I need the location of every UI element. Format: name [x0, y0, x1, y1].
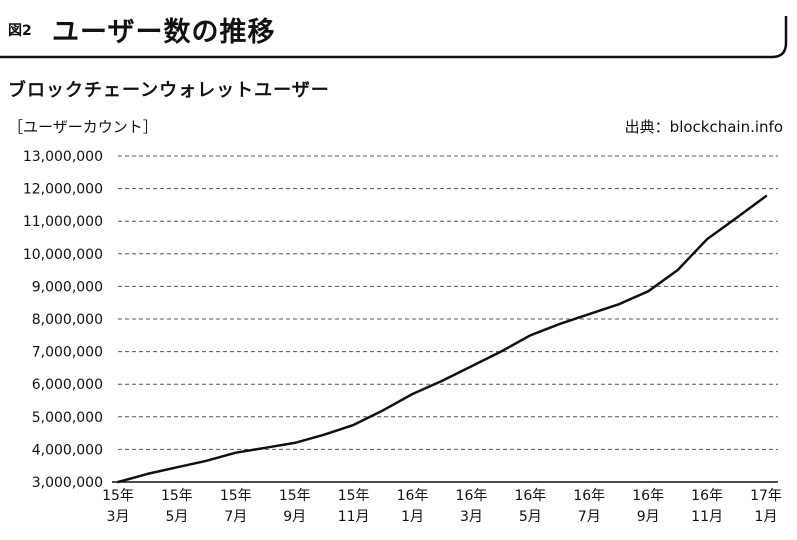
x-tick-label-month: 9月	[283, 509, 306, 525]
x-tick-label-year: 15年	[279, 488, 311, 504]
x-tick-label-month: 3月	[460, 509, 483, 525]
header-rule	[0, 16, 788, 59]
figure-number: 図2	[8, 23, 32, 39]
x-tick-label-month: 9月	[637, 509, 660, 525]
source-label: 出典：blockchain.info	[624, 118, 783, 136]
x-tick-label-month: 11月	[691, 509, 723, 525]
y-tick-label: 13,000,000	[23, 149, 103, 165]
figure-title: ユーザー数の推移	[52, 17, 276, 48]
x-tick-label-year: 15年	[102, 488, 134, 504]
chart-title: ブロックチェーンウォレットユーザー	[8, 80, 330, 101]
x-tick-label-year: 15年	[161, 488, 193, 504]
x-tick-label-year: 15年	[220, 488, 252, 504]
y-tick-label: 11,000,000	[23, 214, 103, 230]
x-tick-label-month: 3月	[107, 509, 130, 525]
x-tick-label-month: 5月	[519, 509, 542, 525]
y-tick-label: 5,000,000	[32, 410, 103, 426]
y-tick-label: 7,000,000	[32, 345, 103, 361]
x-tick-label-year: 16年	[691, 488, 723, 504]
series-line	[116, 194, 768, 484]
x-tick-label-month: 5月	[165, 509, 188, 525]
x-tick-label-year: 16年	[456, 488, 488, 504]
unit-label: ［ユーザーカウント］	[8, 118, 158, 136]
x-tick-label-month: 7月	[578, 509, 601, 525]
x-tick-label-month: 1月	[401, 509, 424, 525]
x-tick-label-year: 16年	[573, 488, 605, 504]
x-tick-label-month: 7月	[224, 509, 247, 525]
x-tick-label-month: 1月	[755, 509, 778, 525]
y-tick-label: 3,000,000	[32, 475, 103, 491]
y-tick-label: 8,000,000	[32, 312, 103, 328]
x-tick-label-year: 16年	[397, 488, 429, 504]
x-tick-label-month: 11月	[338, 509, 370, 525]
figure-header: 図2 ユーザー数の推移	[0, 0, 797, 62]
x-tick-label-year: 16年	[632, 488, 664, 504]
y-tick-label: 6,000,000	[32, 377, 103, 393]
y-tick-label: 9,000,000	[32, 279, 103, 295]
y-tick-label: 4,000,000	[32, 442, 103, 458]
y-tick-label: 12,000,000	[23, 182, 103, 198]
y-tick-label: 10,000,000	[23, 247, 103, 263]
x-tick-label-year: 15年	[338, 488, 370, 504]
x-tick-label-year: 17年	[750, 488, 782, 504]
x-tick-label-year: 16年	[514, 488, 546, 504]
